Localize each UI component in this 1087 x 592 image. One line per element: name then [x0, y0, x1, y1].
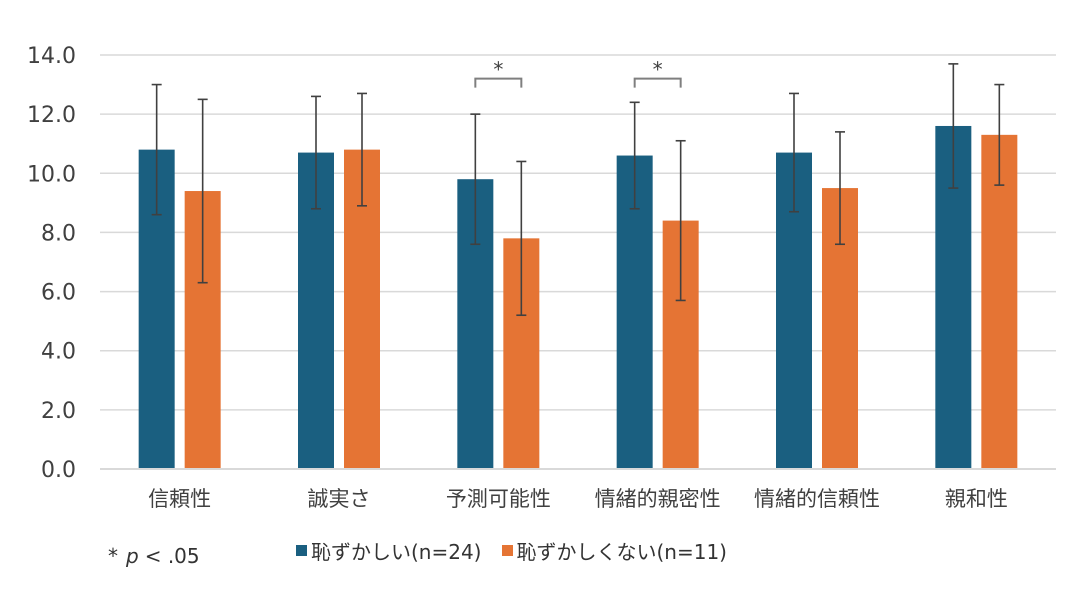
- y-tick-label: 4.0: [41, 340, 76, 365]
- significance-bracket: [474, 77, 523, 88]
- y-tick-label: 2.0: [41, 399, 76, 424]
- note-p: p: [126, 544, 139, 568]
- error-bars: [151, 63, 1005, 317]
- legend-item-embarrassed: 恥ずかしい(n=24): [296, 536, 482, 565]
- y-tick-label: 8.0: [41, 221, 76, 246]
- y-tick-label: 6.0: [41, 281, 76, 306]
- significance-bracket: [633, 77, 682, 88]
- significance-star: *: [653, 58, 663, 82]
- legend: 恥ずかしい(n=24) 恥ずかしくない(n=11): [296, 536, 727, 565]
- significance-note: * p < .05: [108, 544, 200, 568]
- y-tick-label: 0.0: [41, 458, 76, 483]
- bar: [981, 134, 1018, 470]
- legend-swatch-not-embarrassed: [501, 545, 513, 556]
- bars: [138, 125, 1018, 470]
- x-tick-label: 信頼性: [148, 487, 211, 511]
- y-tick-label: 10.0: [27, 162, 76, 187]
- significance-markers: * *: [474, 58, 682, 88]
- x-axis: 信頼性 誠実さ 予測可能性 情緒的親密性 情緒的信頼性 親和性: [100, 468, 1056, 511]
- legend-label-not-embarrassed: 恥ずかしくない(n=11): [516, 540, 728, 564]
- y-tick-label: 14.0: [27, 44, 76, 69]
- gridlines: [100, 54, 1056, 470]
- significance-star: *: [493, 58, 503, 82]
- x-tick-label: 予測可能性: [446, 487, 551, 511]
- legend-swatch-embarrassed: [296, 545, 307, 556]
- x-tick-label: 親和性: [945, 487, 1008, 511]
- note-star: *: [108, 544, 118, 568]
- legend-label-embarrassed: 恥ずかしい(n=24): [311, 540, 482, 564]
- x-tick-label: 誠実さ: [308, 487, 371, 511]
- x-tick-label: 情緒的親密性: [595, 487, 721, 511]
- legend-item-not-embarrassed: 恥ずかしくない(n=11): [501, 536, 728, 565]
- x-tick-label: 情緒的信頼性: [754, 487, 880, 511]
- y-tick-label: 12.0: [27, 103, 76, 128]
- note-threshold: < .05: [144, 544, 200, 568]
- y-axis: 0.0 2.0 4.0 6.0 8.0 10.0 12.0 14.0: [27, 44, 76, 483]
